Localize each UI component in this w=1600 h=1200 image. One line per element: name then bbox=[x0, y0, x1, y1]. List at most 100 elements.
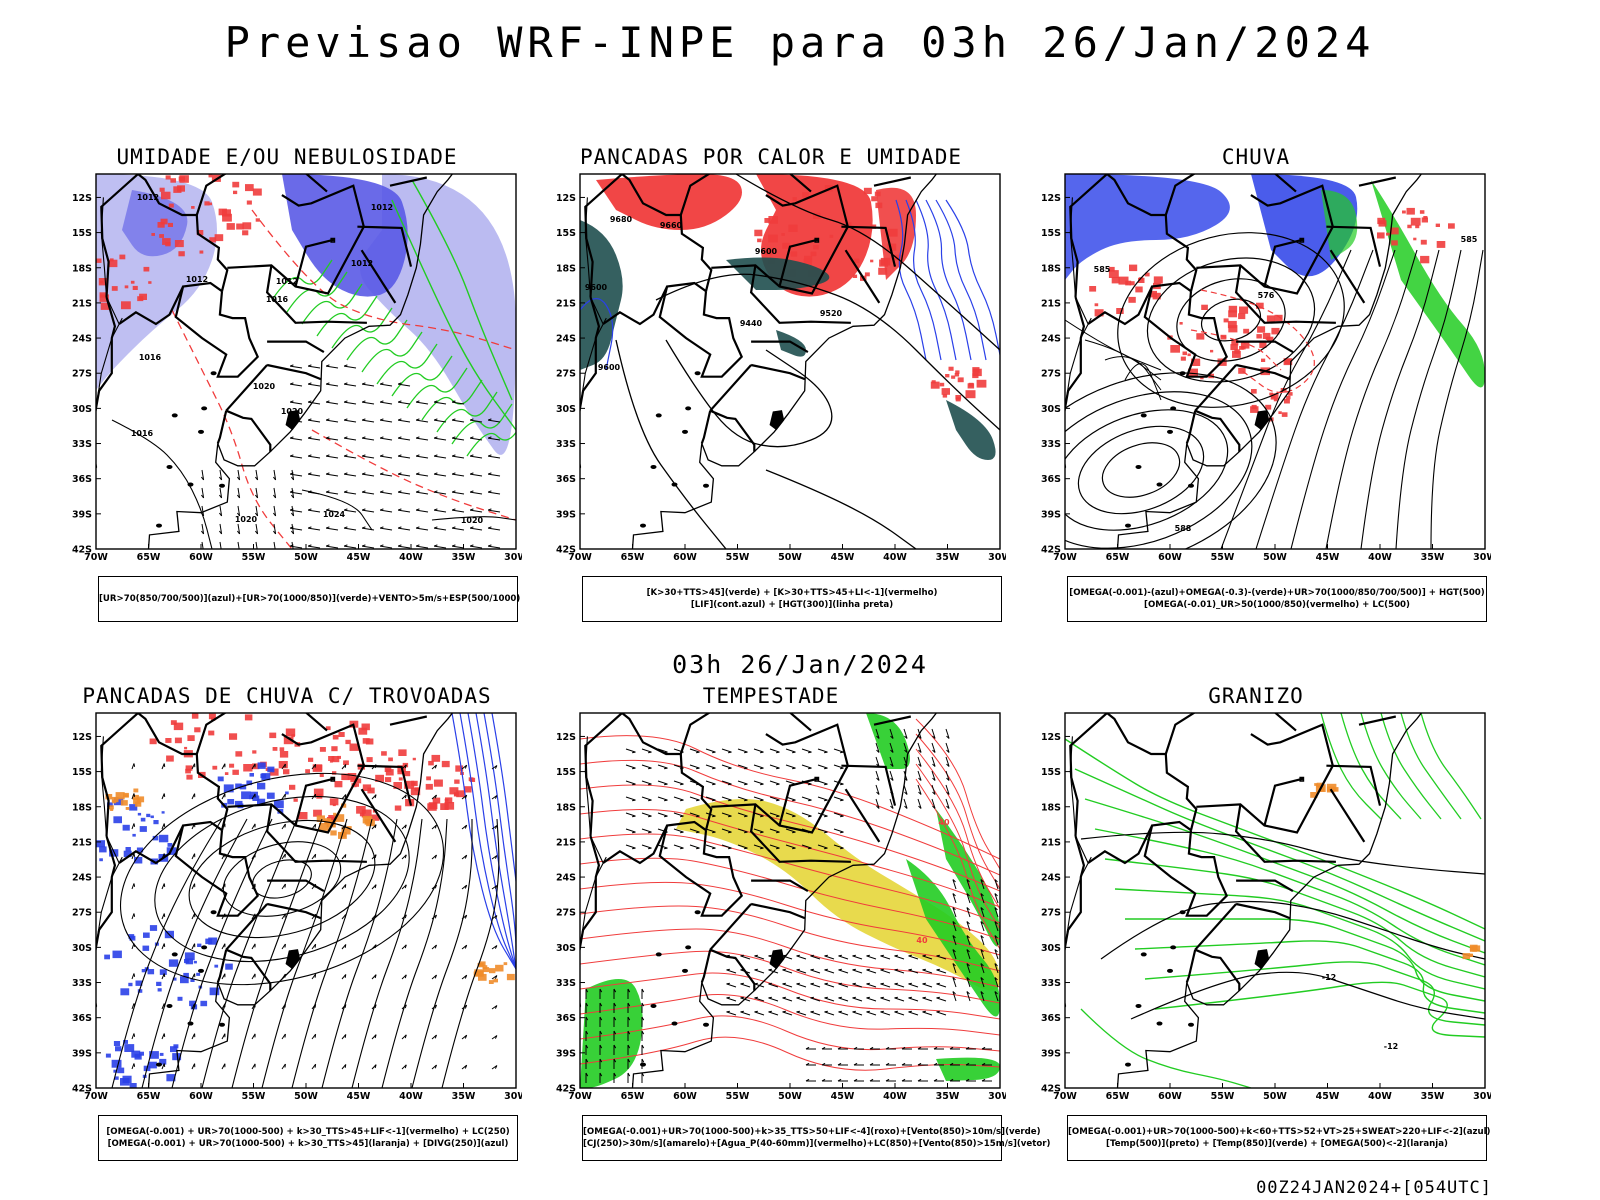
lagoon bbox=[769, 410, 785, 431]
country-border bbox=[679, 174, 711, 216]
humidity-spot-red bbox=[199, 250, 204, 254]
streamline-arrow bbox=[133, 973, 136, 977]
wind-vector bbox=[880, 969, 891, 974]
wind-vector bbox=[922, 1011, 933, 1016]
lake bbox=[1135, 1003, 1142, 1008]
wind-vector bbox=[980, 949, 984, 953]
humidity-spot-red bbox=[161, 191, 171, 200]
hgt500-contour bbox=[1360, 249, 1440, 549]
streamline-arrow bbox=[133, 943, 136, 947]
wind-vector bbox=[308, 455, 321, 459]
thunder-shower-spot-red bbox=[354, 783, 359, 787]
wind-vector bbox=[936, 997, 947, 1002]
lon-tick-label: 60W bbox=[673, 552, 697, 563]
wind-vector bbox=[434, 455, 447, 459]
temp850-contour-green bbox=[1420, 713, 1482, 820]
wind-vector bbox=[917, 784, 922, 795]
wind-vector bbox=[869, 1062, 874, 1066]
wind-vector bbox=[696, 815, 700, 818]
country-border bbox=[749, 265, 851, 324]
wind-vector bbox=[769, 844, 780, 849]
divergence-spot-blue bbox=[117, 1067, 125, 1074]
streamline-arrow bbox=[314, 764, 317, 768]
wind-vector bbox=[744, 767, 748, 770]
rain-spot-red bbox=[1230, 344, 1238, 351]
streamline bbox=[261, 818, 348, 1088]
contour-label: -12 bbox=[1384, 1042, 1398, 1051]
country-border bbox=[118, 286, 185, 326]
wind-vector bbox=[980, 935, 985, 946]
wind-vector bbox=[917, 798, 922, 809]
thickness-dashed-red bbox=[251, 209, 516, 351]
thunder-shower-spot-red bbox=[359, 812, 365, 817]
thunder-shower-spot-red bbox=[337, 755, 341, 759]
lon-tick-label: 60W bbox=[189, 1091, 213, 1102]
wind-vector bbox=[782, 997, 793, 1002]
streamline-arrow bbox=[434, 1064, 437, 1069]
streamline bbox=[201, 818, 298, 1088]
wind-vector bbox=[673, 780, 684, 785]
humidity-spot-red bbox=[196, 230, 204, 236]
wind-vector bbox=[290, 401, 303, 405]
wind-vector bbox=[433, 418, 438, 421]
wind-vector bbox=[918, 791, 922, 795]
lake bbox=[201, 945, 208, 950]
wind-vector bbox=[866, 1011, 877, 1016]
contour-label: 1012 bbox=[351, 259, 373, 268]
wind-vector bbox=[952, 977, 956, 981]
wind-vector bbox=[290, 491, 303, 495]
wind-vector bbox=[291, 523, 295, 534]
temp850-contour-green bbox=[1360, 713, 1422, 820]
thunder-shower-spot-red bbox=[332, 771, 337, 775]
wind-vector bbox=[585, 1030, 589, 1035]
wind-vector bbox=[936, 1011, 947, 1016]
wind-vector bbox=[451, 418, 456, 421]
wind-vector bbox=[824, 751, 828, 754]
country-border bbox=[709, 409, 756, 452]
rain-spot-red bbox=[1129, 281, 1135, 286]
wind-vector bbox=[452, 545, 465, 549]
wind-vector bbox=[290, 509, 303, 513]
thunder-shower-spot-red bbox=[208, 713, 216, 720]
lake bbox=[685, 406, 692, 411]
lat-tick-label: 18S bbox=[556, 802, 576, 813]
wind-vector bbox=[728, 767, 732, 770]
wind-vector bbox=[908, 969, 919, 974]
wind-vector bbox=[994, 977, 999, 988]
wind-vector bbox=[904, 735, 908, 739]
orange-spot bbox=[482, 965, 488, 970]
wind-vector bbox=[838, 954, 842, 957]
legend-line-1: [OMEGA(-0.001)+UR>70(1000-500)+k<60+TTS>… bbox=[1068, 1127, 1491, 1137]
wind-vector bbox=[379, 544, 384, 547]
wind-vector bbox=[680, 815, 684, 818]
wind-vector bbox=[433, 454, 438, 457]
heat-shower-spot-red bbox=[972, 373, 979, 379]
streamline-arrow bbox=[404, 824, 407, 829]
country-border bbox=[679, 713, 711, 755]
wind-vector bbox=[415, 436, 420, 439]
wind-vector bbox=[721, 812, 732, 817]
divergence-spot-blue bbox=[149, 925, 158, 931]
divergence-spot-blue bbox=[99, 846, 107, 853]
country-border bbox=[1236, 340, 1294, 354]
country-border bbox=[174, 820, 260, 917]
wind-vector bbox=[487, 526, 492, 529]
wind-vector bbox=[980, 935, 984, 939]
wind-vector bbox=[890, 805, 894, 809]
wind-vector bbox=[712, 751, 716, 754]
wind-vector bbox=[397, 526, 402, 529]
wind-vector bbox=[875, 798, 880, 809]
wind-vector bbox=[852, 955, 863, 960]
temp850-contour-green bbox=[1320, 713, 1382, 820]
wind-vector bbox=[946, 749, 950, 753]
lat-tick-label: 27S bbox=[556, 369, 576, 380]
panel-title: GRANIZO bbox=[1208, 684, 1304, 708]
country-border bbox=[389, 176, 428, 187]
lake bbox=[1167, 968, 1173, 973]
wind-vector bbox=[821, 1062, 826, 1066]
wind-vector bbox=[838, 1010, 842, 1013]
country-border bbox=[1087, 286, 1154, 326]
wind-vector bbox=[792, 847, 796, 850]
wind-vector bbox=[946, 777, 950, 781]
